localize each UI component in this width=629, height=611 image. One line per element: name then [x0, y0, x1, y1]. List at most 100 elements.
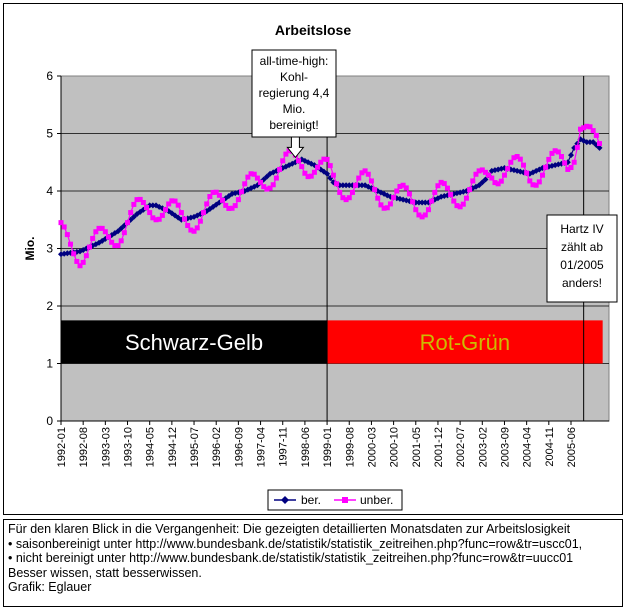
series-2-point-31 [156, 216, 162, 222]
series-2-point-50 [216, 192, 222, 198]
series-2-point-82 [318, 159, 324, 165]
x-tick-label-1996-02: 1996-02 [211, 427, 223, 467]
series-2-point-138 [495, 181, 501, 187]
series-2-point-88 [337, 189, 343, 195]
series-2-point-142 [508, 159, 514, 165]
series-2-point-123 [448, 192, 454, 198]
series-2-point-147 [524, 170, 530, 176]
series-2-point-33 [163, 207, 169, 213]
series-2-point-101 [378, 202, 384, 208]
series-2-point-150 [533, 182, 539, 188]
series-2-point-17 [112, 243, 118, 249]
series-2-point-44 [197, 218, 203, 224]
series-2-point-99 [372, 187, 378, 193]
series-2-point-132 [476, 168, 482, 174]
series-2-point-77 [302, 170, 308, 176]
series-2-point-20 [121, 230, 127, 236]
series-2-point-64 [261, 184, 267, 190]
series-1-point-161 [567, 152, 574, 159]
series-2-point-110 [406, 191, 412, 197]
legend-label-2: unber. [360, 493, 393, 507]
series-2-point-51 [220, 197, 226, 203]
series-2-point-61 [251, 171, 257, 177]
series-2-point-80 [311, 169, 317, 175]
series-2-point-69 [277, 166, 283, 172]
x-tick-label-2004-11: 2004-11 [544, 427, 556, 467]
series-2-point-25 [137, 196, 143, 202]
series-2-point-163 [574, 144, 580, 150]
caption-line-5: Grafik: Eglauer [8, 580, 92, 595]
y-tick-label-6: 6 [46, 69, 53, 83]
series-2-point-37 [175, 202, 181, 208]
series-2-point-111 [410, 199, 416, 205]
annotation-1-line-2: Kohl- [280, 70, 308, 84]
series-2-point-59 [245, 174, 251, 180]
x-tick-label-2003-09: 2003-09 [499, 427, 511, 467]
series-2-point-145 [517, 156, 523, 162]
series-2-point-42 [191, 228, 197, 234]
series-2-point-139 [498, 178, 504, 184]
y-tick-label-5: 5 [46, 127, 53, 141]
series-2-point-6 [77, 263, 83, 269]
series-2-point-70 [280, 158, 286, 164]
series-2-point-117 [429, 198, 435, 204]
series-2-point-93 [353, 182, 359, 188]
x-tick-label-1993-03: 1993-03 [100, 427, 112, 467]
series-2-point-24 [134, 197, 140, 203]
series-2-point-103 [384, 205, 390, 211]
series-2-point-118 [432, 189, 438, 195]
series-2-point-79 [308, 173, 314, 179]
series-2-point-156 [552, 148, 558, 154]
x-tick-label-1999-08: 1999-08 [344, 427, 356, 467]
x-tick-label-2004-04: 2004-04 [522, 427, 534, 467]
series-2-point-84 [324, 156, 330, 162]
series-1-point-91 [346, 182, 353, 189]
series-2-point-92 [349, 189, 355, 195]
series-2-point-4 [71, 251, 77, 257]
y-tick-label-4: 4 [46, 184, 53, 198]
annotation-2-line-3: 01/2005 [560, 258, 604, 272]
series-2-point-13 [99, 225, 105, 231]
series-2-point-105 [391, 194, 397, 200]
annotation-arrow-1 [286, 136, 305, 159]
series-2-point-0 [58, 220, 64, 226]
series-2-point-113 [416, 212, 422, 218]
series-2-point-78 [305, 174, 311, 180]
series-1-point-170 [596, 144, 603, 151]
series-2-point-15 [106, 234, 112, 240]
series-2-point-102 [381, 205, 387, 211]
series-2-point-8 [83, 253, 89, 259]
x-tick-label-1994-05: 1994-05 [145, 427, 157, 467]
series-2-point-5 [74, 258, 80, 264]
series-2-point-151 [536, 179, 542, 185]
caption-line-1: Für den klaren Blick in die Vergangenhei… [8, 522, 571, 536]
series-1-point-1 [61, 250, 68, 257]
series-2-point-58 [242, 181, 248, 187]
x-tick-label-1993-10: 1993-10 [123, 427, 135, 467]
x-tick-label-2005-06: 2005-06 [566, 427, 578, 467]
series-2-point-47 [207, 194, 213, 200]
series-2-point-148 [527, 178, 533, 184]
series-2-point-71 [283, 151, 289, 157]
series-2-point-115 [422, 212, 428, 218]
x-tick-label-1997-11: 1997-11 [278, 427, 290, 467]
series-2-point-90 [343, 197, 349, 203]
x-tick-label-1992-01: 1992-01 [56, 427, 68, 467]
series-1-point-84 [324, 170, 331, 177]
band-label-1: Schwarz-Gelb [125, 330, 263, 355]
series-2-point-19 [118, 238, 124, 244]
series-2-point-114 [419, 214, 425, 220]
series-2-point-75 [296, 158, 302, 164]
series-2-point-41 [188, 227, 194, 233]
series-2-point-3 [68, 241, 74, 247]
x-tick-label-1996-09: 1996-09 [233, 427, 245, 467]
series-2-point-10 [90, 235, 96, 241]
series-2-point-86 [330, 172, 336, 178]
series-2-point-66 [267, 185, 273, 191]
series-2-point-14 [102, 229, 108, 235]
x-tick-label-2000-03: 2000-03 [366, 427, 378, 467]
series-2-point-81 [315, 164, 321, 170]
series-2-point-12 [96, 225, 102, 231]
series-2-point-143 [511, 155, 517, 161]
series-2-point-46 [204, 201, 210, 207]
